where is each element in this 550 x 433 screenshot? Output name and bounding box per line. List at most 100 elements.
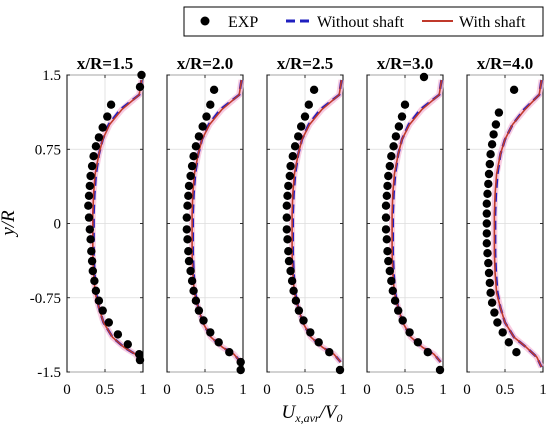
exp-point: [198, 122, 207, 131]
exp-point: [400, 100, 410, 109]
exp-point: [309, 85, 319, 95]
exp-point: [84, 213, 94, 222]
exp-point: [282, 201, 291, 210]
legend-exp-label: EXP: [228, 14, 258, 31]
exp-point: [335, 365, 345, 375]
exp-point: [382, 235, 391, 244]
panel-title: x/R=2.5: [277, 54, 333, 73]
exp-point: [512, 348, 521, 357]
exp-point: [236, 365, 245, 375]
exp-point: [487, 298, 497, 307]
panel-title: x/R=2.0: [177, 54, 233, 73]
exp-point: [284, 181, 293, 191]
x-tick-label: 1: [339, 382, 347, 398]
exp-point: [284, 256, 294, 266]
exp-point: [194, 306, 204, 315]
exp-point: [288, 152, 297, 161]
exp-point: [385, 266, 394, 276]
exp-point: [135, 82, 145, 92]
exp-point: [484, 258, 493, 268]
exp-point: [385, 161, 394, 171]
exp-point: [419, 72, 429, 82]
exp-point: [291, 296, 301, 305]
y-tick-label: 0.75: [35, 142, 61, 158]
y-axis-label: y/R: [0, 210, 19, 238]
exp-point: [390, 296, 400, 305]
exp-point: [381, 201, 391, 210]
panel-title: x/R=1.5: [77, 54, 133, 73]
panel-1: 1.50.750-0.75-1.50 0.5 1x/R=1.5: [30, 54, 147, 398]
exp-point: [482, 229, 491, 238]
exp-point: [86, 171, 95, 181]
exp-point: [384, 171, 393, 181]
exp-point: [290, 142, 300, 151]
exp-point: [482, 219, 491, 228]
exp-point: [484, 179, 493, 189]
exp-point: [394, 122, 404, 131]
legend-with-shaft-label: With shaft: [459, 14, 526, 31]
exp-point: [183, 235, 192, 244]
exp-point: [387, 276, 396, 286]
exp-point: [283, 235, 292, 244]
x-axis-label-slash: /V: [319, 402, 339, 423]
exp-point: [187, 161, 197, 171]
exp-point: [304, 100, 313, 109]
exp-point: [389, 142, 398, 151]
exp-point: [199, 316, 208, 325]
x-axis-title: Ux,avr/V0: [282, 402, 343, 425]
exp-point: [294, 132, 303, 141]
exp-point: [489, 130, 498, 139]
exp-point: [394, 306, 403, 315]
y-tick-label: 1.5: [42, 68, 61, 84]
exp-point: [509, 85, 519, 95]
exp-point: [314, 338, 323, 347]
exp-point: [483, 249, 492, 258]
exp-point: [487, 140, 497, 149]
exp-point: [504, 338, 513, 347]
exp-point: [209, 85, 219, 95]
exp-point: [282, 225, 291, 234]
exp-point: [85, 225, 95, 234]
x-tick-label: 0: [263, 382, 271, 398]
exp-point: [98, 306, 107, 315]
exp-point: [300, 112, 310, 121]
exp-point: [89, 152, 98, 161]
legend-exp-marker: [200, 16, 210, 26]
exp-point: [84, 191, 94, 200]
exp-point: [381, 213, 391, 222]
exp-point: [383, 247, 392, 256]
exp-point: [325, 348, 334, 357]
legend-without-shaft-label: Without shaft: [317, 14, 404, 31]
exp-point: [94, 296, 104, 305]
exp-point: [286, 266, 295, 276]
x-tick-label: 1: [139, 382, 147, 398]
exp-point: [236, 357, 245, 367]
exp-point: [98, 123, 107, 132]
series-line-with-shaft: [92, 79, 143, 363]
exp-point: [286, 161, 295, 171]
exp-point: [493, 318, 502, 327]
series-line-with-shaft: [291, 79, 343, 363]
x-tick-label: 0.5: [396, 382, 415, 398]
exp-point: [485, 278, 494, 288]
exp-point: [87, 161, 97, 171]
exp-point: [382, 191, 391, 200]
exp-point: [206, 328, 215, 337]
exp-point: [189, 152, 198, 161]
exp-point: [484, 268, 494, 278]
x-tick-label: 0.5: [96, 382, 115, 398]
exp-point: [183, 201, 192, 210]
exp-point: [435, 365, 445, 375]
exp-point: [189, 286, 198, 295]
y-tick-label: -1.5: [37, 365, 61, 381]
y-axis: y/R: [0, 210, 19, 238]
exp-point: [182, 213, 191, 222]
exp-point: [405, 328, 414, 337]
exp-point: [282, 213, 291, 222]
x-axis-label: Ux,avr/V0: [282, 402, 343, 425]
x-tick-label: 1: [239, 382, 247, 398]
exp-point: [486, 288, 495, 297]
x-axis-label-main: U: [282, 402, 297, 423]
exp-point: [486, 150, 495, 159]
